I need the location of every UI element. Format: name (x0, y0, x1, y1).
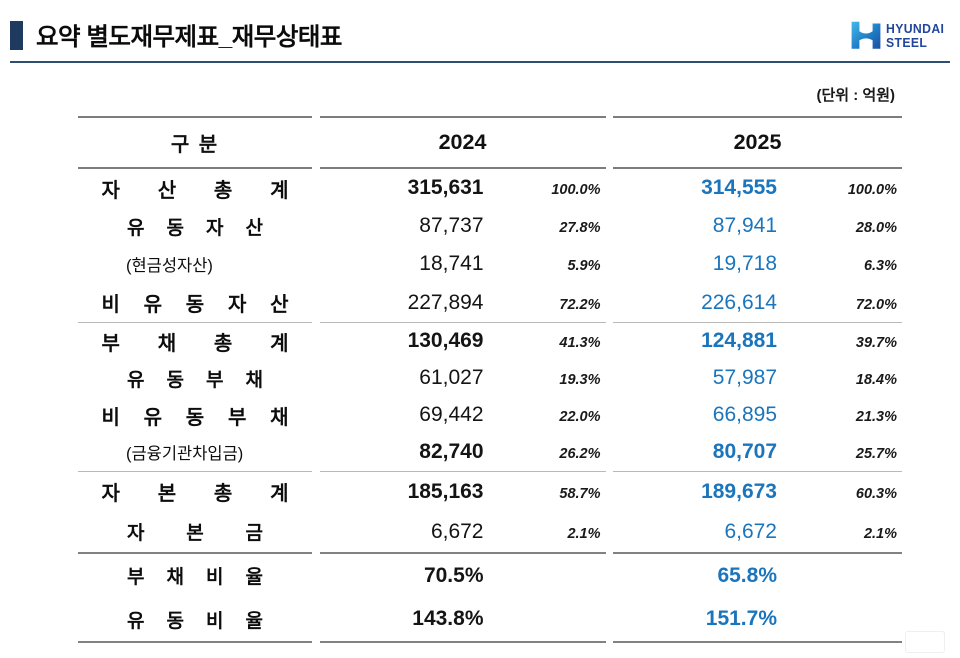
table-row: 유 동 비 율 143.8% 151.7% (78, 597, 902, 641)
percent-2024: 72.2% (559, 296, 601, 313)
logo-word-hyundai: HYUNDAI (885, 21, 945, 36)
value-2025: 6,672 (724, 519, 777, 543)
section-divider-thin (78, 321, 902, 323)
table-row: 유 동 부 채 61,027 19.3% 57,987 18.4% (78, 360, 902, 397)
table-row: 부 채 비 율 70.5% 65.8% (78, 554, 902, 598)
table-row: 비 유 동 자 산 227,894 72.2% 226,614 72.0% (78, 284, 902, 322)
row-label: 자 본 금 (127, 523, 263, 545)
percent-2025: 72.0% (855, 296, 897, 313)
table-top-rule (78, 116, 902, 118)
logo-wordmark: HYUNDAI STEEL (886, 22, 944, 49)
column-header-2025: 2025 (733, 130, 782, 154)
percent-2025: 2.1% (863, 525, 897, 542)
page-header: 요약 별도재무제표_재무상태표 HYUNDAI STEEL (10, 0, 950, 63)
table-row: 유 동 자 산 87,737 27.8% 87,941 28.0% (78, 207, 902, 245)
row-label: 자 산 총 계 (101, 179, 289, 202)
percent-2024: 5.9% (567, 258, 601, 275)
table-section: 자 본 총 계 185,163 58.7% 189,673 60.3% 자 본 금 6,67… (78, 472, 902, 552)
title-divider-rule (10, 61, 950, 63)
value-2024: 130,469 (407, 329, 484, 353)
value-2025: 189,673 (701, 479, 777, 503)
value-2025: 314,555 (701, 176, 777, 200)
percent-2024: 27.8% (559, 220, 601, 237)
value-2025: 124,881 (701, 329, 777, 353)
percent-2024: 100.0% (551, 182, 601, 199)
table-row: 자 본 금 6,672 2.1% 6,672 2.1% (78, 512, 902, 552)
table-row: 비 유 동 부 채 69,442 22.0% 66,895 21.3% (78, 397, 902, 434)
value-2025: 19,718 (712, 252, 777, 276)
table-header-row: 구 분 2024 2025 (78, 118, 902, 167)
column-header-2024: 2024 (438, 130, 487, 154)
table-body: 자 산 총 계 315,631 100.0% 314,555 100.0% 유 동 자 산… (78, 167, 902, 643)
value-2024: 61,027 (419, 366, 484, 390)
value-2025: 226,614 (701, 290, 777, 314)
value-2024: 69,442 (419, 403, 484, 427)
table-row: 부 채 총 계 130,469 41.3% 124,881 39.7% (78, 323, 902, 360)
title-accent-bar (10, 20, 23, 50)
page-title: 요약 별도재무제표_재무상태표 (36, 23, 342, 51)
value-2024: 82,740 (419, 440, 484, 464)
percent-2025: 39.7% (855, 335, 897, 352)
percent-2025: 28.0% (855, 220, 897, 237)
value-2024: 18,741 (419, 252, 484, 276)
value-2024: 143.8% (412, 607, 484, 630)
hyundai-steel-logo: HYUNDAI STEEL (851, 20, 948, 51)
column-header-category: 구 분 (170, 134, 220, 156)
row-label: 유 동 비 율 (127, 610, 263, 632)
table-section: 부 채 비 율 70.5% 65.8% 유 동 비 율 143.8% 151.7% (78, 554, 902, 641)
value-2024: 70.5% (423, 563, 484, 587)
logo-word-steel: STEEL (885, 34, 928, 50)
percent-2024: 41.3% (559, 335, 601, 352)
row-label: 부 채 비 율 (127, 567, 263, 588)
value-2024: 227,894 (407, 290, 484, 314)
percent-2025: 100.0% (847, 182, 897, 199)
table-row: 자 본 총 계 185,163 58.7% 189,673 60.3% (78, 472, 902, 512)
row-label: 비 유 동 부 채 (101, 406, 289, 429)
value-2024: 87,737 (419, 214, 484, 238)
percent-2025: 18.4% (855, 372, 897, 389)
value-2025: 66,895 (712, 403, 777, 427)
section-divider-thin (78, 470, 902, 472)
row-label: 비 유 동 자 산 (101, 294, 289, 317)
table-row: (금융기관차입금) 82,740 26.2% 80,707 25.7% (78, 434, 902, 471)
value-2025: 65.8% (717, 563, 777, 587)
section-divider-dark (78, 167, 902, 169)
table-row: (현금성자산) 18,741 5.9% 19,718 6.3% (78, 245, 902, 283)
value-2025: 57,987 (712, 366, 777, 390)
percent-2025: 60.3% (855, 485, 897, 502)
row-label: 유 동 자 산 (127, 217, 263, 239)
value-2025: 80,707 (712, 440, 777, 464)
value-2024: 185,163 (407, 479, 484, 503)
section-divider-thick (78, 640, 902, 643)
financial-position-table: 구 분 2024 2025 자 산 총 계 315,631 100.0% 314,55… (78, 116, 902, 643)
percent-2024: 19.3% (559, 372, 601, 389)
value-2025: 151.7% (705, 607, 777, 630)
row-label: (금융기관차입금) (126, 445, 244, 464)
percent-2024: 26.2% (559, 446, 601, 463)
section-divider-thick (78, 551, 902, 554)
percent-2025: 25.7% (855, 446, 897, 463)
row-label: 자 본 총 계 (101, 483, 289, 506)
percent-2024: 2.1% (567, 525, 601, 542)
table-section: 자 산 총 계 315,631 100.0% 314,555 100.0% 유 동 자 산… (78, 169, 902, 322)
row-label: (현금성자산) (126, 257, 213, 276)
percent-2025: 6.3% (863, 258, 897, 275)
value-2025: 87,941 (712, 214, 777, 238)
table-section: 부 채 총 계 130,469 41.3% 124,881 39.7% 유 동 부 채 61… (78, 323, 902, 471)
percent-2024: 58.7% (559, 485, 601, 502)
percent-2025: 21.3% (855, 409, 897, 426)
unit-note: (단위 : 억원) (816, 87, 895, 104)
value-2024: 6,672 (430, 519, 484, 543)
row-label: 부 채 총 계 (101, 332, 289, 355)
value-2024: 315,631 (407, 176, 484, 200)
percent-2024: 22.0% (559, 409, 601, 426)
hyundai-steel-h-icon (851, 21, 881, 49)
faint-watermark-box (905, 631, 945, 653)
row-label: 유 동 부 채 (127, 369, 263, 391)
table-row: 자 산 총 계 315,631 100.0% 314,555 100.0% (78, 169, 902, 207)
